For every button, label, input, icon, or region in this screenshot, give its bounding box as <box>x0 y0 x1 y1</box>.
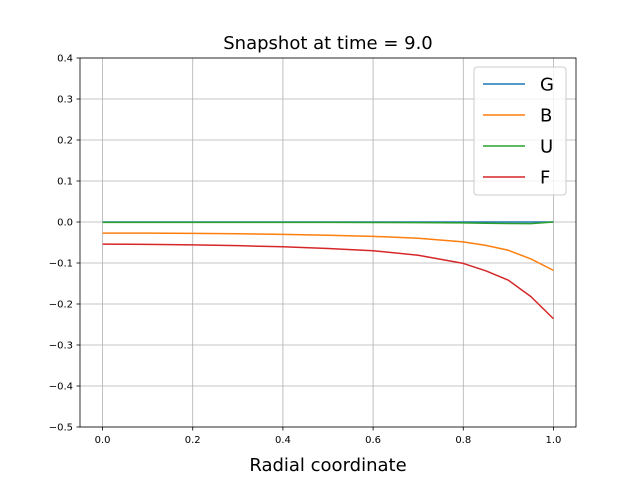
y-tick-label: 0.1 <box>57 177 73 188</box>
y-tick-label: 0.2 <box>57 136 73 147</box>
legend-box <box>473 66 567 196</box>
x-tick-label: 1.0 <box>546 435 562 446</box>
y-tick-label: −0.3 <box>49 341 73 352</box>
y-tick-label: 0.0 <box>57 218 73 229</box>
series-line-f <box>102 243 554 320</box>
x-tick-label: 0.0 <box>95 435 111 446</box>
y-tick-label: −0.5 <box>49 423 73 434</box>
legend-label: U <box>540 137 553 158</box>
y-tick-label: −0.1 <box>49 259 73 270</box>
y-tick-label: −0.2 <box>49 300 73 311</box>
series-lines <box>102 221 554 320</box>
series-line-u <box>102 221 554 225</box>
plot-frame <box>79 57 577 428</box>
grid <box>80 57 576 428</box>
x-tick-label: 0.6 <box>365 435 381 446</box>
x-tick-label: 0.4 <box>275 435 291 446</box>
x-axis-label: Radial coordinate <box>249 455 406 476</box>
axis-ticks: 0.0 0.2 0.4 0.6 0.8 1.0 −0.5 −0.4 −0.3 −0.2 −0.1 0.… <box>49 54 562 447</box>
y-tick-label: 0.4 <box>57 54 73 65</box>
chart-title: Snapshot at time = 9.0 <box>223 33 433 54</box>
legend-label: F <box>540 168 550 189</box>
x-tick-label: 0.2 <box>185 435 201 446</box>
x-tick-label: 0.8 <box>455 435 471 446</box>
legend-label: G <box>540 75 554 96</box>
y-tick-label: 0.3 <box>57 95 73 106</box>
y-tick-label: −0.4 <box>49 382 73 393</box>
legend-label: B <box>540 106 552 127</box>
series-line-b <box>102 232 554 272</box>
